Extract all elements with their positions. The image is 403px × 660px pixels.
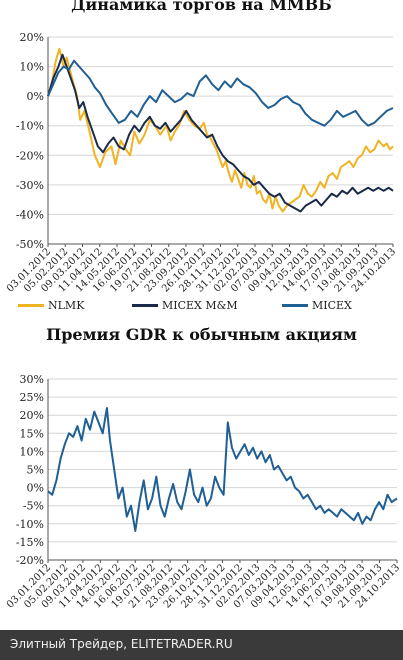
chart1-series-line-nlmk: [47, 47, 394, 213]
chart1-trading-dynamics: 20%10%0%-10%-20%-30%-40%-50%03.01.201205…: [5, 31, 398, 293]
legend-swatch-micex-mm: [132, 304, 158, 307]
chart1-y-tick-label: -10%: [16, 120, 44, 133]
legend-label-micex-mm: MICEX M&M: [162, 299, 238, 312]
chart2-y-tick-label: -10%: [16, 518, 44, 531]
chart2-y-tick-label: 5%: [27, 464, 44, 477]
chart1-y-tick-label: -50%: [16, 238, 44, 251]
chart2-gdr-premium: 30%25%20%15%10%5%0%-5%-10%-15%-20%03.01.…: [5, 373, 402, 611]
chart1-title: Динамика торгов на ММВБ: [71, 0, 332, 14]
chart1-y-tick-label: -20%: [16, 149, 44, 162]
chart1-y-tick-label: 0%: [27, 90, 44, 103]
chart2-y-tick-label: -15%: [16, 536, 44, 549]
chart2-title: Премия GDR к обычным акциям: [46, 325, 357, 344]
chart1-y-tick-label: 20%: [20, 31, 44, 44]
chart2-y-tick-label: 15%: [20, 427, 44, 440]
legend-item-micex-mm: MICEX M&M: [132, 299, 238, 312]
legend-item-nlmk: NLMK: [18, 299, 84, 312]
chart2-y-tick-label: 0%: [27, 482, 44, 495]
chart2-y-tick-label: -20%: [16, 554, 44, 567]
chart1-series-line-micex: [47, 59, 394, 127]
chart2-y-tick-label: 10%: [20, 445, 44, 458]
legend-swatch-nlmk: [18, 304, 44, 307]
chart2-y-tick-label: -5%: [23, 500, 44, 513]
chart2-y-tick-label: 25%: [20, 391, 44, 404]
chart1-series-line-micex-m-m: [47, 53, 394, 213]
chart2-series-line-gdr-premium: [47, 407, 398, 532]
chart2-y-tick-label: 20%: [20, 409, 44, 422]
legend-swatch-micex: [282, 304, 308, 307]
chart1-y-tick-label: -40%: [16, 208, 44, 221]
chart1-legend: NLMK MICEX M&M MICEX: [0, 295, 403, 317]
chart1-y-tick-label: -30%: [16, 179, 44, 192]
legend-label-nlmk: NLMK: [48, 299, 85, 312]
chart1-y-tick-label: 10%: [20, 61, 44, 74]
legend-label-micex: MICEX: [312, 299, 352, 312]
chart2-y-tick-label: 30%: [20, 373, 44, 386]
footer-credit: Элитный Трейдер, ELITETRADER.RU: [10, 637, 233, 651]
legend-item-micex: MICEX: [282, 299, 352, 312]
footer-bar: Элитный Трейдер, ELITETRADER.RU: [0, 630, 403, 660]
